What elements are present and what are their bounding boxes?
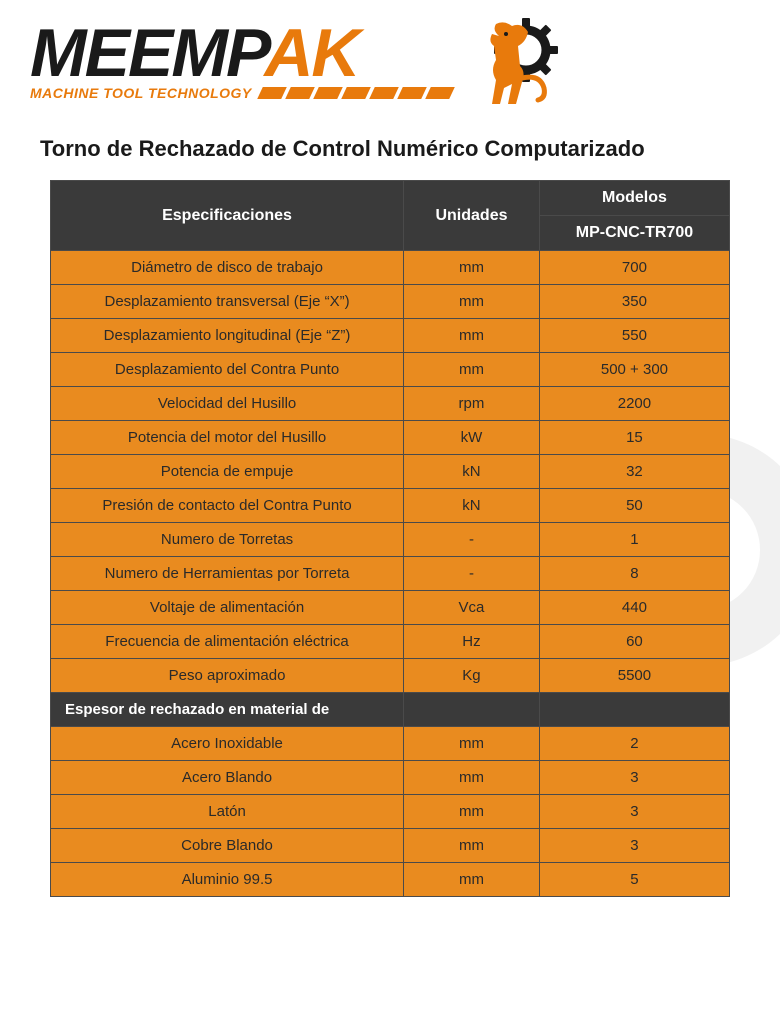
unit-cell: kN [404,489,540,523]
unit-cell: rpm [404,387,540,421]
table-row: Presión de contacto del Contra PuntokN50 [51,489,730,523]
unit-cell: mm [404,863,540,897]
spec-cell: Voltaje de alimentación [51,591,404,625]
header: MEEMPAK MACHINE TOOL TECHNOLOGY [0,0,780,116]
subheader-empty [539,693,729,727]
tagline-row: MACHINE TOOL TECHNOLOGY [30,85,452,101]
spec-cell: Desplazamiento longitudinal (Eje “Z”) [51,319,404,353]
value-cell: 5500 [539,659,729,693]
spec-cell: Diámetro de disco de trabajo [51,251,404,285]
value-cell: 550 [539,319,729,353]
subheader-cell: Espesor de rechazado en material de [51,693,404,727]
table-row: Desplazamiento transversal (Eje “X”)mm35… [51,285,730,319]
table-row: Diámetro de disco de trabajomm700 [51,251,730,285]
spec-cell: Latón [51,795,404,829]
value-cell: 500 + 300 [539,353,729,387]
table-row: Aluminio 99.5mm5 [51,863,730,897]
spec-table: Especificaciones Unidades Modelos MP-CNC… [50,180,730,897]
unit-cell: mm [404,727,540,761]
brand-block: MEEMPAK MACHINE TOOL TECHNOLOGY [30,25,452,101]
value-cell: 15 [539,421,729,455]
spec-cell: Presión de contacto del Contra Punto [51,489,404,523]
table-row: Velocidad del Husillorpm2200 [51,387,730,421]
value-cell: 2200 [539,387,729,421]
stripes-icon [260,87,452,99]
value-cell: 700 [539,251,729,285]
spec-cell: Numero de Torretas [51,523,404,557]
spec-cell: Aluminio 99.5 [51,863,404,897]
spec-cell: Desplazamiento del Contra Punto [51,353,404,387]
spec-cell: Acero Inoxidable [51,727,404,761]
brand-name: MEEMPAK [30,25,452,83]
table-row: Numero de Herramientas por Torreta-8 [51,557,730,591]
table-row: Desplazamiento del Contra Puntomm500 + 3… [51,353,730,387]
spec-cell: Frecuencia de alimentación eléctrica [51,625,404,659]
value-cell: 32 [539,455,729,489]
table-row: Potencia del motor del HusillokW15 [51,421,730,455]
table-row: Latónmm3 [51,795,730,829]
spec-table-container: Especificaciones Unidades Modelos MP-CNC… [0,180,780,897]
table-row: Voltaje de alimentaciónVca440 [51,591,730,625]
table-row: Acero Blandomm3 [51,761,730,795]
unit-cell: mm [404,829,540,863]
table-row: Acero Inoxidablemm2 [51,727,730,761]
unit-cell: - [404,557,540,591]
unit-cell: mm [404,761,540,795]
header-models: Modelos [539,181,729,216]
spec-cell: Desplazamiento transversal (Eje “X”) [51,285,404,319]
table-row: Cobre Blandomm3 [51,829,730,863]
value-cell: 3 [539,829,729,863]
header-unit: Unidades [404,181,540,251]
spec-cell: Potencia del motor del Husillo [51,421,404,455]
table-subheader-row: Espesor de rechazado en material de [51,693,730,727]
table-row: Peso aproximadoKg5500 [51,659,730,693]
header-model-name: MP-CNC-TR700 [539,216,729,251]
table-row: Numero de Torretas-1 [51,523,730,557]
subheader-empty [404,693,540,727]
unit-cell: Hz [404,625,540,659]
value-cell: 5 [539,863,729,897]
spec-cell: Potencia de empuje [51,455,404,489]
unit-cell: mm [404,251,540,285]
spec-cell: Cobre Blando [51,829,404,863]
unit-cell: mm [404,285,540,319]
table-row: Frecuencia de alimentación eléctricaHz60 [51,625,730,659]
brand-suffix: AK [264,15,358,91]
unit-cell: kN [404,455,540,489]
value-cell: 50 [539,489,729,523]
unit-cell: Kg [404,659,540,693]
value-cell: 60 [539,625,729,659]
spec-cell: Acero Blando [51,761,404,795]
value-cell: 350 [539,285,729,319]
value-cell: 3 [539,795,729,829]
page-title: Torno de Rechazado de Control Numérico C… [0,116,780,180]
table-row: Desplazamiento longitudinal (Eje “Z”)mm5… [51,319,730,353]
value-cell: 2 [539,727,729,761]
header-spec: Especificaciones [51,181,404,251]
spec-cell: Numero de Herramientas por Torreta [51,557,404,591]
value-cell: 1 [539,523,729,557]
value-cell: 440 [539,591,729,625]
spec-cell: Peso aproximado [51,659,404,693]
unit-cell: kW [404,421,540,455]
table-row: Potencia de empujekN32 [51,455,730,489]
unit-cell: mm [404,319,540,353]
lion-gear-logo-icon [464,18,574,108]
value-cell: 8 [539,557,729,591]
unit-cell: mm [404,795,540,829]
brand-prefix: MEEMP [30,15,264,91]
unit-cell: Vca [404,591,540,625]
unit-cell: - [404,523,540,557]
unit-cell: mm [404,353,540,387]
value-cell: 3 [539,761,729,795]
tagline: MACHINE TOOL TECHNOLOGY [30,85,252,101]
spec-cell: Velocidad del Husillo [51,387,404,421]
